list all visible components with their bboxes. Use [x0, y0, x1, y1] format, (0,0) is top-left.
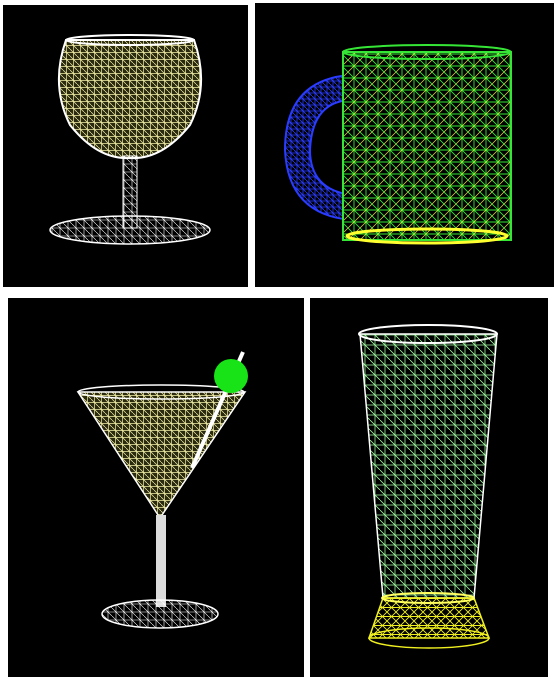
pint-inner-base	[381, 592, 475, 604]
martini-cone	[76, 391, 247, 520]
martini-rim	[77, 384, 245, 400]
pint-bottom	[368, 627, 490, 649]
martini-stem	[156, 515, 166, 607]
wine-rim	[65, 34, 195, 46]
pint-body	[359, 333, 498, 599]
mug-rim	[342, 44, 512, 60]
mug-body	[342, 51, 512, 241]
olive	[214, 359, 248, 393]
mug-bottom	[345, 227, 509, 245]
martini-base	[101, 599, 219, 629]
pint-base	[367, 597, 491, 639]
wine-base	[49, 215, 211, 245]
pint-rim	[358, 324, 498, 344]
